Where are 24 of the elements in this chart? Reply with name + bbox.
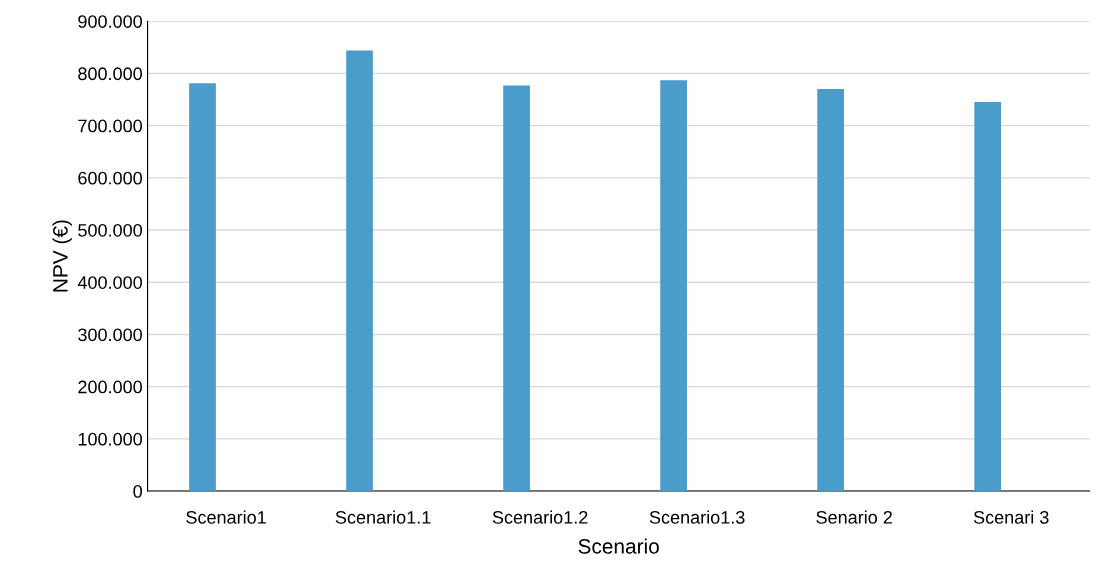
bar	[503, 85, 530, 492]
x-axis-title: Scenario	[578, 538, 659, 554]
bar	[817, 89, 844, 492]
x-tick-label: Scenario1	[186, 510, 266, 524]
y-tick-label: 300.000	[78, 328, 142, 342]
x-tick-label: Scenario1.3	[649, 510, 745, 524]
x-tick-label: Scenario1.2	[492, 510, 588, 524]
y-tick-label: 0	[133, 485, 142, 498]
y-tick-label: 700.000	[78, 119, 142, 133]
bar	[974, 102, 1001, 492]
y-tick-label: 800.000	[78, 67, 142, 81]
bar	[189, 83, 216, 492]
y-tick-label: 400.000	[77, 276, 142, 289]
y-tick-label: 200.000	[78, 380, 142, 394]
x-tick-label: Scenario1.1	[335, 510, 431, 524]
x-tick-label: Scenari 3	[973, 510, 1049, 524]
y-tick-label: 900.000	[78, 15, 142, 28]
y-tick-label: 600.000	[78, 171, 142, 185]
x-tick-label: Senario 2	[816, 510, 892, 524]
bar	[346, 50, 373, 492]
bar	[660, 80, 687, 492]
y-tick-label: 100.000	[78, 432, 142, 446]
y-axis-title: NPV (€)	[52, 220, 72, 292]
y-tick-label: 500.000	[78, 223, 142, 237]
